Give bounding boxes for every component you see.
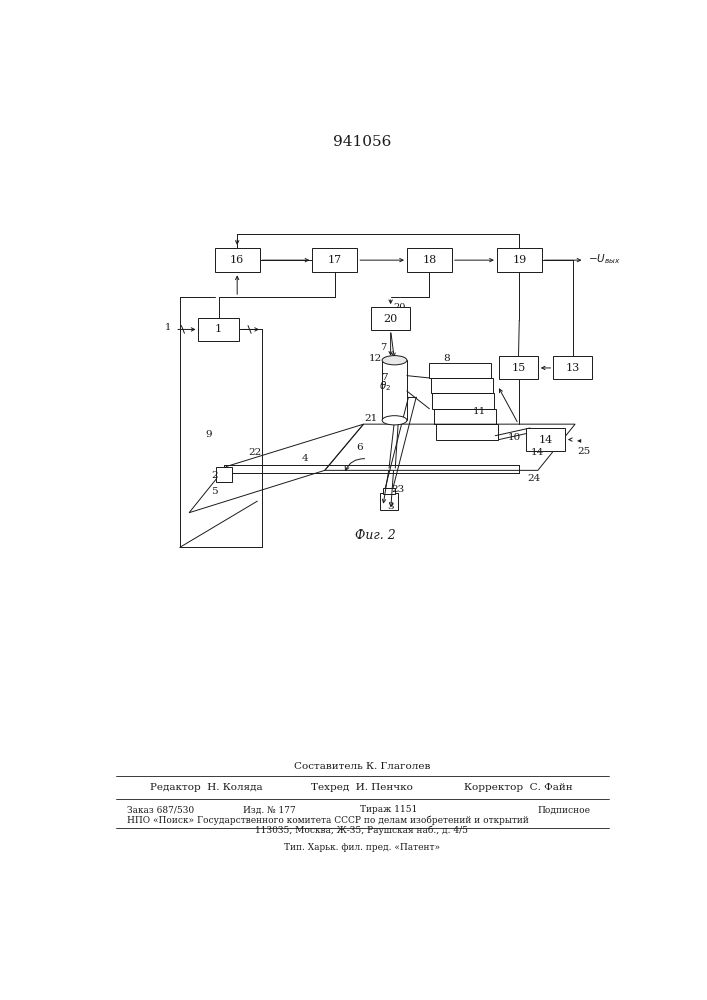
Bar bbox=[554, 356, 592, 379]
Bar bbox=[380, 493, 398, 510]
Text: $-U_{вых}$: $-U_{вых}$ bbox=[588, 252, 621, 265]
Bar bbox=[371, 307, 410, 330]
Text: $\theta_2$: $\theta_2$ bbox=[379, 379, 391, 393]
Bar bbox=[215, 248, 259, 272]
Text: 1: 1 bbox=[165, 323, 171, 332]
Text: 7: 7 bbox=[381, 373, 387, 382]
Ellipse shape bbox=[382, 416, 407, 425]
Text: 11: 11 bbox=[473, 407, 486, 416]
Text: Редактор  Н. Коляда: Редактор Н. Коляда bbox=[151, 783, 263, 792]
Text: Подписное: Подписное bbox=[538, 805, 591, 814]
Bar bbox=[199, 318, 239, 341]
Text: 2: 2 bbox=[211, 471, 218, 480]
Text: 24: 24 bbox=[527, 474, 541, 483]
Text: 10: 10 bbox=[508, 433, 521, 442]
Text: Фиг. 2: Фиг. 2 bbox=[355, 529, 395, 542]
Text: 941056: 941056 bbox=[333, 135, 391, 149]
Bar bbox=[499, 356, 538, 379]
Text: 20: 20 bbox=[394, 303, 406, 312]
Text: Тираж 1151: Тираж 1151 bbox=[360, 805, 417, 814]
Text: Изд. № 177: Изд. № 177 bbox=[243, 805, 296, 814]
Ellipse shape bbox=[382, 356, 407, 365]
Text: 25: 25 bbox=[578, 447, 591, 456]
Text: Тип. Харьк. фил. пред. «Патент»: Тип. Харьк. фил. пред. «Патент» bbox=[284, 843, 440, 852]
Text: 1: 1 bbox=[215, 324, 222, 334]
Text: 16: 16 bbox=[230, 255, 245, 265]
Text: 14: 14 bbox=[539, 435, 553, 445]
Bar bbox=[312, 248, 357, 272]
Text: Заказ 687/530: Заказ 687/530 bbox=[127, 805, 194, 814]
Text: 23: 23 bbox=[392, 485, 405, 494]
Text: 7: 7 bbox=[378, 312, 385, 321]
Text: 113035, Москва, Ж-35, Раушская наб., д. 4/5: 113035, Москва, Ж-35, Раушская наб., д. … bbox=[255, 825, 469, 835]
Text: 17: 17 bbox=[328, 255, 342, 265]
Bar bbox=[497, 248, 542, 272]
Text: 22: 22 bbox=[248, 448, 262, 457]
Bar bbox=[383, 488, 395, 494]
Text: 7: 7 bbox=[380, 343, 387, 352]
Text: 12: 12 bbox=[368, 354, 382, 363]
Text: Составитель К. Глаголев: Составитель К. Глаголев bbox=[294, 762, 430, 771]
Text: 4: 4 bbox=[302, 454, 309, 463]
Bar bbox=[407, 248, 452, 272]
Text: 14: 14 bbox=[531, 448, 544, 457]
Text: 5: 5 bbox=[211, 487, 217, 496]
Text: НПО «Поиск» Государственного комитета СССР по делам изобретений и открытий: НПО «Поиск» Государственного комитета СС… bbox=[127, 816, 529, 825]
Text: 3: 3 bbox=[387, 502, 394, 511]
Text: 21: 21 bbox=[365, 414, 378, 423]
Text: 19: 19 bbox=[512, 255, 527, 265]
Text: 20: 20 bbox=[383, 314, 398, 324]
Text: Корректор  С. Файн: Корректор С. Файн bbox=[464, 783, 573, 792]
Text: 6: 6 bbox=[356, 443, 363, 452]
Text: 18: 18 bbox=[422, 255, 436, 265]
Bar bbox=[216, 466, 232, 482]
Text: ◂: ◂ bbox=[577, 435, 581, 444]
Text: 15: 15 bbox=[511, 363, 525, 373]
Text: Техред  И. Пенчко: Техред И. Пенчко bbox=[311, 783, 413, 792]
Text: 13: 13 bbox=[566, 363, 580, 373]
Text: 9: 9 bbox=[205, 430, 212, 439]
Bar bbox=[526, 428, 565, 451]
Text: 8: 8 bbox=[443, 354, 450, 363]
